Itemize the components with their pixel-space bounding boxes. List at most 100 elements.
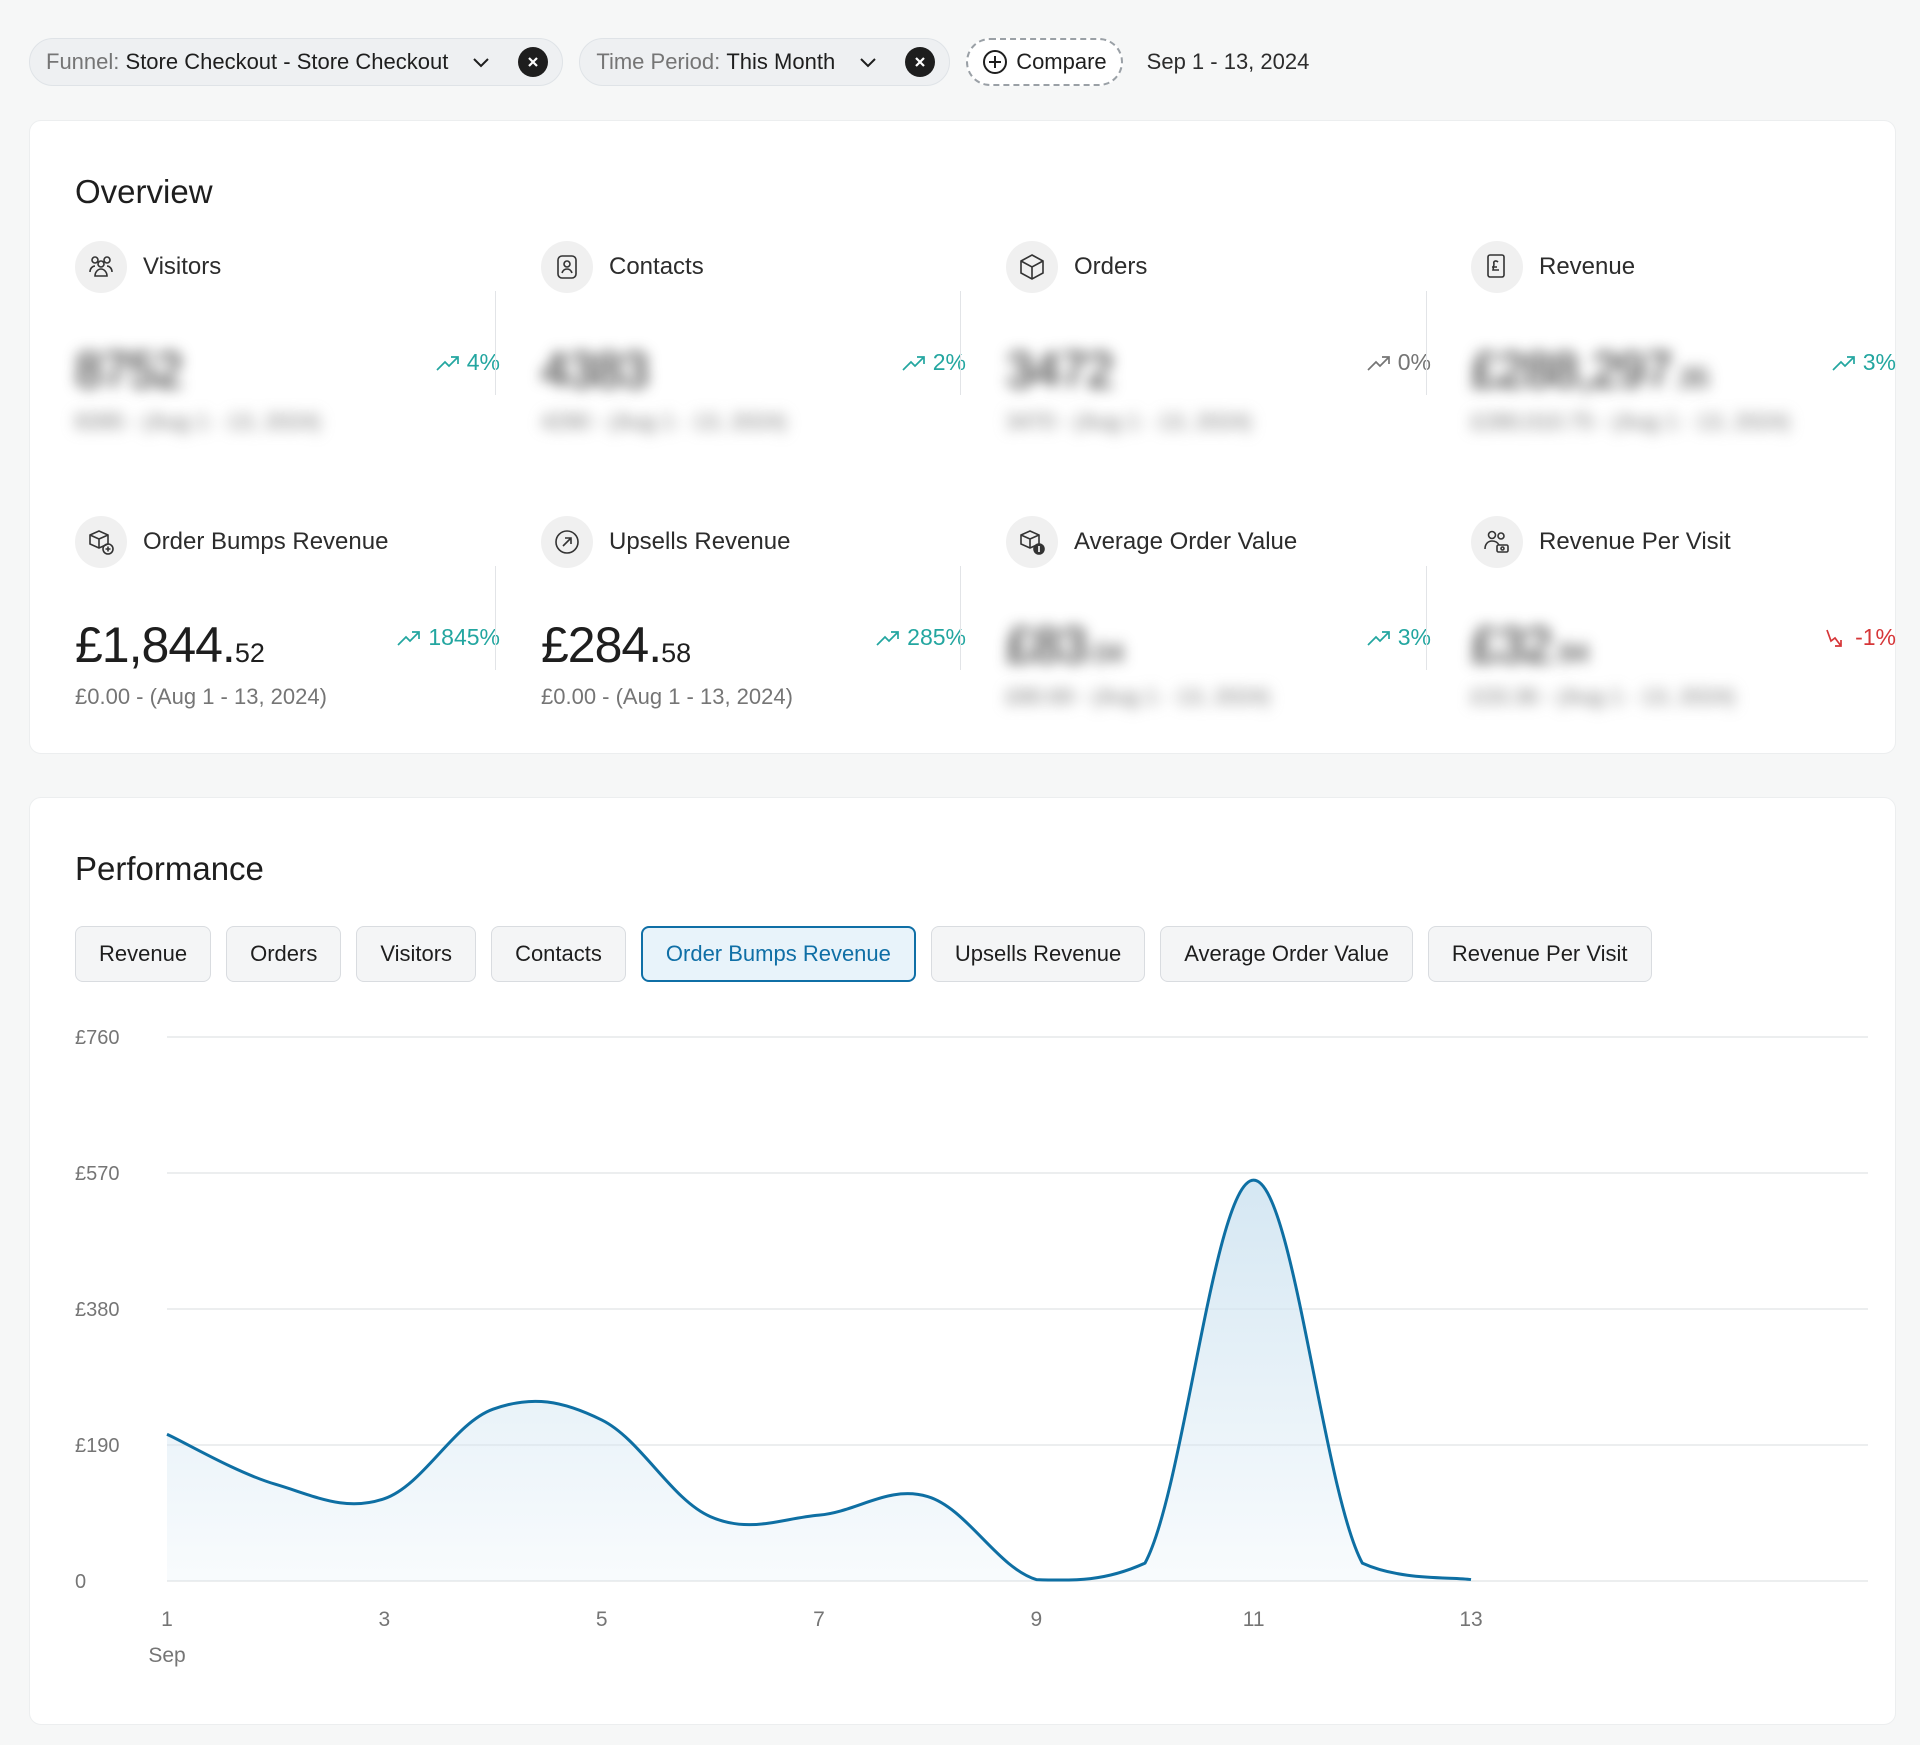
y-tick-label: £570 xyxy=(75,1163,120,1185)
time-period-filter-chip[interactable]: Time Period: This Month xyxy=(579,38,951,86)
x-tick-label: 11 xyxy=(1243,1608,1265,1631)
metric-trend: 285% xyxy=(875,624,966,651)
funnel-filter-value: Store Checkout - Store Checkout xyxy=(125,49,449,74)
x-tick-label: 3 xyxy=(378,1608,390,1631)
overview-title: Overview xyxy=(75,173,213,210)
metric-label: Upsells Revenue xyxy=(609,528,791,555)
metric-comparison: £80.69 - (Aug 1 - 13, 2024) xyxy=(1006,684,1271,709)
clear-period-close-icon[interactable] xyxy=(905,47,936,77)
tab-upsells-revenue[interactable]: Upsells Revenue xyxy=(930,926,1146,982)
revenue-icon xyxy=(1471,241,1523,293)
metric-value-decimal: .04 xyxy=(1086,638,1124,668)
metric-trend-value: 3% xyxy=(1397,624,1431,650)
metric-head: Average Order Value xyxy=(1006,516,1297,568)
metric-value: 8752 xyxy=(75,341,183,399)
metric-value-decimal: 58 xyxy=(661,638,692,668)
metric-card: Revenue £288,297.35 £280,010.75 - (Aug 1 -… xyxy=(1471,241,1920,441)
trend-down-icon xyxy=(1826,629,1842,647)
metric-head: Contacts xyxy=(541,241,704,293)
orders-icon xyxy=(1006,241,1058,293)
overview-card: Overview Visitors 8752 8395 - (Aug 1 - 13,… xyxy=(29,120,1896,754)
average-order-value-icon xyxy=(1006,516,1058,568)
metric-trend: 0% xyxy=(1366,349,1431,376)
metric-comparison: 4290 - (Aug 1 - 13, 2024) xyxy=(541,409,787,434)
metric-trend: 3% xyxy=(1366,624,1431,651)
tab-revenue-per-visit[interactable]: Revenue Per Visit xyxy=(1427,926,1652,982)
time-period-value: This Month xyxy=(726,49,836,74)
metric-trend-value: 285% xyxy=(907,624,966,650)
performance-tabs: Revenue Orders Visitors Contacts Order Bumps… xyxy=(75,926,1652,982)
tab-average-order-value[interactable]: Average Order Value xyxy=(1160,926,1413,982)
metric-card: Average Order Value £83.04 £80.69 - (Aug 1… xyxy=(1006,516,1476,716)
area-fill xyxy=(167,1180,1471,1581)
trend-up-icon xyxy=(397,630,421,646)
tab-contacts[interactable]: Contacts xyxy=(491,926,626,982)
metric-card: Revenue Per Visit £32.94 £33.36 - (Aug 1 -… xyxy=(1471,516,1920,716)
filter-bar: Funnel: Store Checkout - Store Checkout … xyxy=(29,37,1309,87)
plus-circle-icon xyxy=(983,50,1008,74)
x-tick-label: 7 xyxy=(813,1608,825,1631)
trend-up-icon xyxy=(876,630,900,646)
clear-funnel-close-icon[interactable] xyxy=(518,47,549,77)
metric-head: Revenue xyxy=(1471,241,1635,293)
time-period-key: Time Period: xyxy=(596,49,721,74)
metric-value-main: £1,844. xyxy=(75,617,236,673)
date-range-text: Sep 1 - 13, 2024 xyxy=(1146,49,1310,74)
x-axis-month-label: Sep xyxy=(148,1644,185,1667)
divider xyxy=(960,566,961,670)
metric-value-decimal: .35 xyxy=(1671,363,1710,393)
metric-comparison: 8395 - (Aug 1 - 13, 2024) xyxy=(75,409,321,434)
metric-comparison: £0.00 - (Aug 1 - 13, 2024) xyxy=(541,684,793,709)
funnel-filter-chip[interactable]: Funnel: Store Checkout - Store Checkout xyxy=(29,38,564,86)
x-tick-label: 1 xyxy=(161,1608,173,1631)
divider xyxy=(495,566,496,670)
metric-label: Revenue xyxy=(1539,253,1636,280)
metric-trend-value: 2% xyxy=(932,349,966,375)
metric-value-main: £32 xyxy=(1471,617,1552,673)
metric-comparison: 3470 - (Aug 1 - 13, 2024) xyxy=(1006,409,1252,434)
compare-label: Compare xyxy=(1016,49,1107,74)
metric-label: Visitors xyxy=(143,253,222,280)
divider xyxy=(1426,291,1427,395)
y-tick-label: 0 xyxy=(75,1571,86,1593)
metric-card: Orders 3472 3470 - (Aug 1 - 13, 2024) 0% xyxy=(1006,241,1476,441)
metric-head: Order Bumps Revenue xyxy=(75,516,388,568)
contacts-icon xyxy=(541,241,593,293)
metric-label: Orders xyxy=(1074,253,1148,280)
metric-value: £83.04 xyxy=(1006,616,1124,674)
funnel-filter-key: Funnel: xyxy=(46,49,120,74)
metric-card: Contacts 4383 4290 - (Aug 1 - 13, 2024) 2% xyxy=(541,241,1011,441)
performance-card: Performance Revenue Orders Visitors Contact… xyxy=(29,797,1896,1725)
visitors-icon xyxy=(75,241,127,293)
trend-up-icon xyxy=(1832,355,1855,371)
y-tick-label: £190 xyxy=(75,1435,120,1457)
metric-head: Revenue Per Visit xyxy=(1471,516,1731,568)
chevron-down-icon[interactable] xyxy=(470,51,492,73)
metric-trend: 1845% xyxy=(396,624,500,651)
chevron-down-icon[interactable] xyxy=(857,51,879,73)
metric-value: £284.58 xyxy=(541,616,691,674)
metric-card: Order Bumps Revenue £1,844.52 £0.00 - (Aug… xyxy=(75,516,545,716)
performance-title: Performance xyxy=(75,850,264,887)
metric-head: Upsells Revenue xyxy=(541,516,790,568)
x-tick-label: 9 xyxy=(1030,1608,1042,1631)
metric-head: Visitors xyxy=(75,241,221,293)
metric-label: Average Order Value xyxy=(1074,528,1298,555)
metric-card: Visitors 8752 8395 - (Aug 1 - 13, 2024) 4% xyxy=(75,241,545,441)
trend-up-icon xyxy=(1367,630,1390,646)
tab-orders[interactable]: Orders xyxy=(226,926,342,982)
upsells-icon xyxy=(541,516,593,568)
tab-revenue[interactable]: Revenue xyxy=(75,926,212,982)
metric-card: Upsells Revenue £284.58 £0.00 - (Aug 1 - 1… xyxy=(541,516,1011,716)
metric-value-main: 4383 xyxy=(541,342,649,398)
metric-value: £288,297.35 xyxy=(1471,341,1709,399)
tab-order-bumps-revenue[interactable]: Order Bumps Revenue xyxy=(640,926,916,982)
metric-value-main: 3472 xyxy=(1006,342,1114,398)
metric-value-main: £288,297 xyxy=(1471,342,1673,398)
compare-button[interactable]: Compare xyxy=(966,38,1123,86)
metric-value-main: £83 xyxy=(1006,617,1087,673)
metric-trend: 2% xyxy=(901,349,966,376)
tab-visitors[interactable]: Visitors xyxy=(356,926,477,982)
metric-trend-value: 0% xyxy=(1397,349,1431,375)
